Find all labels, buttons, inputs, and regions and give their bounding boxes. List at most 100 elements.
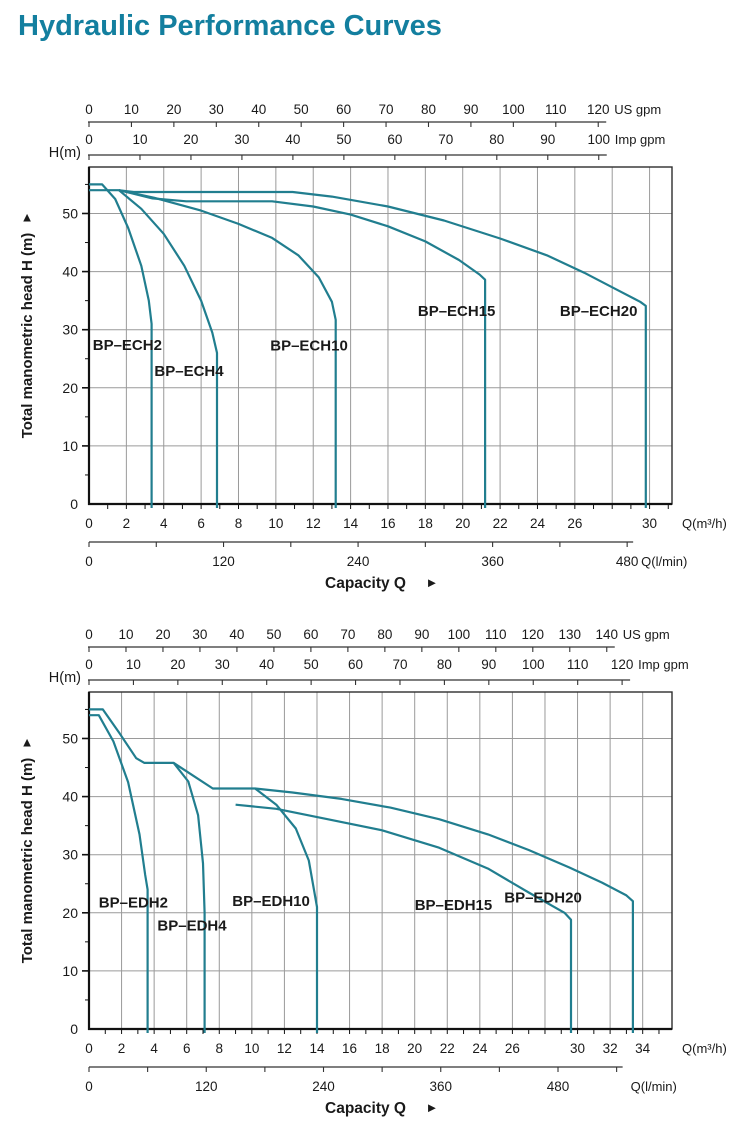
y-tick-label: 20: [62, 380, 78, 396]
capacity-arrow-icon: ►: [426, 1100, 439, 1115]
y-tick-label: 10: [62, 963, 78, 979]
x-tick-label: 14: [309, 1041, 325, 1056]
curve-BP-ECH2: [89, 183, 153, 509]
plot-border: [88, 691, 673, 1031]
y-tick-label: 10: [62, 438, 78, 454]
gpm-tick-label: 90: [414, 627, 429, 642]
gpm-tick-label: 140: [595, 627, 618, 642]
y-corner-label: H(m): [49, 670, 81, 686]
y-tick-label: 30: [62, 847, 78, 863]
y-tick-label: 20: [62, 905, 78, 921]
y-tick-label: 30: [62, 322, 78, 338]
x-tick-label: 16: [342, 1041, 357, 1056]
curve-label: BP–ECH2: [93, 337, 162, 354]
gpm-tick-label: 50: [294, 102, 309, 117]
x-tick-label: 26: [505, 1041, 520, 1056]
curve-label: BP–ECH15: [418, 303, 496, 320]
x-tick-label: 4: [160, 516, 168, 531]
x-tick-label: 32: [603, 1041, 618, 1056]
gpm-tick-label: 120: [611, 657, 634, 672]
x-tick-label: 20: [407, 1041, 422, 1056]
lmin-axis-unit: Q(l/min): [631, 1079, 677, 1094]
gpm-tick-label: 60: [348, 657, 363, 672]
gpm-tick-label: 40: [251, 102, 266, 117]
gpm-tick-label: 40: [229, 627, 244, 642]
curve-label: BP–EDH4: [157, 918, 227, 935]
gpm-tick-label: 0: [85, 657, 93, 672]
gpm-tick-label: 40: [259, 657, 274, 672]
gpm-tick-label: 30: [234, 132, 249, 147]
gpm-tick-label: 90: [540, 132, 555, 147]
gpm-tick-label: 80: [377, 627, 392, 642]
capacity-label: Capacity Q: [325, 575, 406, 592]
lmin-tick-label: 0: [85, 554, 93, 569]
y-tick-label: 40: [62, 264, 78, 280]
gpm-tick-label: 110: [567, 657, 589, 672]
gpm-tick-label: 80: [489, 132, 504, 147]
y-axis-title-group: Total manometric head H (m): [19, 758, 36, 964]
capacity-label: Capacity Q: [325, 1100, 406, 1117]
y-axis-title-group: Total manometric head H (m): [19, 233, 36, 439]
lmin-tick-label: 240: [312, 1079, 335, 1094]
y-tick-label: 50: [62, 731, 78, 747]
x-tick-label: 8: [216, 1041, 224, 1056]
x-tick-label: 10: [244, 1041, 259, 1056]
x-tick-label: 24: [472, 1041, 488, 1056]
chart-block-ech: 0 10 20 30 40 50 0 2 4 6 8 10 12 14 16 18 20 22 24 26 30 Q(m³…: [0, 84, 750, 599]
lmin-tick-label: 360: [481, 554, 504, 569]
x-tick-label: 20: [455, 516, 470, 531]
gpm-tick-label: 90: [481, 657, 496, 672]
gpm-tick-label: 60: [387, 132, 402, 147]
x-tick-label: 26: [567, 516, 582, 531]
x-tick-label: 18: [375, 1041, 390, 1056]
curve-label: BP–ECH20: [560, 303, 638, 320]
curve-label: BP–EDH20: [504, 890, 582, 907]
lmin-tick-label: 0: [85, 1079, 93, 1094]
y-axis-up-arrow-icon: ▲: [21, 210, 34, 225]
gpm-tick-label: 20: [170, 657, 185, 672]
y-axis-title: Total manometric head H (m): [19, 233, 36, 439]
gpm-tick-label: 100: [587, 132, 610, 147]
gpm-tick-label: 60: [303, 627, 318, 642]
x-tick-label: 8: [235, 516, 243, 531]
curve-BP-EDH2: [89, 714, 149, 1034]
gpm-tick-label: 100: [522, 657, 545, 672]
gpm-tick-label: 80: [421, 102, 436, 117]
gpm-tick-label: 110: [485, 627, 507, 642]
y-axis-title: Total manometric head H (m): [19, 758, 36, 964]
y-tick-label: 0: [70, 1021, 78, 1037]
y-corner-label: H(m): [49, 145, 81, 161]
gpm-tick-label: 130: [559, 627, 582, 642]
x-tick-label: 6: [183, 1041, 191, 1056]
x-axis-unit: Q(m³/h): [682, 516, 727, 531]
gpm-tick-label: 90: [463, 102, 478, 117]
x-tick-label: 18: [418, 516, 433, 531]
x-tick-label: 24: [530, 516, 546, 531]
curve-BP-ECH4: [89, 189, 219, 509]
chart-block-edh: 0 10 20 30 40 50 0 2 4 6 8 10 12 14 16 18 20 22 24 26 30 32 34…: [0, 609, 750, 1129]
gpm-tick-label: 10: [118, 627, 133, 642]
gpm-tick-label: 60: [336, 102, 351, 117]
gpm-tick-label: 50: [266, 627, 281, 642]
x-tick-label: 22: [440, 1041, 455, 1056]
gpm-tick-label: 70: [379, 102, 394, 117]
gpm-tick-label: 80: [437, 657, 452, 672]
gpm-tick-label: 50: [304, 657, 319, 672]
y-tick-label: 0: [70, 496, 78, 512]
gpm-tick-label: 120: [522, 627, 545, 642]
gpm-tick-label: 0: [85, 102, 93, 117]
gpm-tick-label: 70: [392, 657, 407, 672]
gpm-tick-label: 110: [545, 102, 567, 117]
lmin-axis-unit: Q(l/min): [641, 554, 687, 569]
curve-BP-ECH10: [118, 189, 337, 509]
x-tick-label: 30: [642, 516, 657, 531]
gpm-tick-label: 0: [85, 627, 93, 642]
curve-label: BP–EDH2: [99, 895, 168, 912]
gpm-tick-label: 30: [192, 627, 207, 642]
lmin-tick-label: 360: [429, 1079, 452, 1094]
capacity-arrow-icon: ►: [426, 575, 439, 590]
lmin-tick-label: 480: [547, 1079, 570, 1094]
